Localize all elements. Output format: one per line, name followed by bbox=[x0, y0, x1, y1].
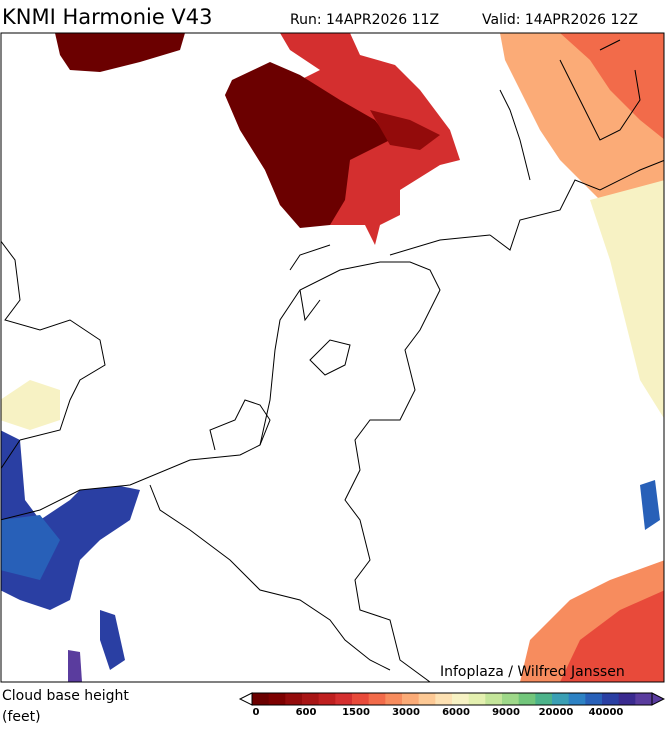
cloud-area bbox=[560, 33, 664, 140]
colorbar-label: 1500 bbox=[342, 707, 370, 718]
colorbar-label: 6000 bbox=[442, 707, 470, 718]
coastline bbox=[289, 234, 491, 322]
colorbar-label: 3000 bbox=[392, 707, 420, 718]
colorbar-swatch bbox=[452, 693, 470, 705]
colorbar-frame bbox=[251, 692, 653, 706]
colorbar-swatch bbox=[585, 693, 603, 705]
colorbar-swatch bbox=[618, 693, 636, 705]
colorbar-swatch bbox=[318, 693, 336, 705]
legend-title: Cloud base height bbox=[2, 688, 129, 704]
cloud-area bbox=[225, 62, 390, 228]
run-time: Run: 14APR2026 11Z bbox=[290, 12, 439, 28]
cloud-area bbox=[1, 380, 60, 430]
colorbar-swatch bbox=[285, 693, 303, 705]
colorbar-swatch bbox=[335, 693, 353, 705]
cloud-area bbox=[68, 650, 82, 682]
colorbar-label: 20000 bbox=[539, 707, 574, 718]
title: KNMI Harmonie V43 bbox=[2, 5, 213, 29]
colorbar-label: 40000 bbox=[589, 707, 624, 718]
coastline bbox=[489, 159, 664, 251]
cloud-area bbox=[560, 590, 664, 682]
coastline bbox=[309, 339, 351, 376]
colorbar-label: 600 bbox=[296, 707, 317, 718]
colorbar-swatch bbox=[402, 693, 420, 705]
colorbar-swatch bbox=[568, 693, 586, 705]
colorbar-swatch bbox=[418, 693, 436, 705]
colorbar-swatch bbox=[435, 693, 453, 705]
map-frame bbox=[0, 32, 665, 683]
colorbar-label: 9000 bbox=[492, 707, 520, 718]
colorbar-swatch bbox=[485, 693, 503, 705]
map: Infoplaza / Wilfred Janssen bbox=[0, 32, 665, 683]
colorbar-swatch bbox=[552, 693, 570, 705]
colorbar-swatch bbox=[385, 693, 403, 705]
cloud-area bbox=[370, 110, 440, 150]
credit: Infoplaza / Wilfred Janssen bbox=[440, 664, 625, 680]
colorbar-swatch bbox=[252, 693, 270, 705]
colorbar-swatch bbox=[268, 693, 286, 705]
cloud-area bbox=[640, 480, 660, 530]
colorbar-swatch bbox=[602, 693, 620, 705]
colorbar-swatch bbox=[352, 693, 370, 705]
colorbar-label: 0 bbox=[253, 707, 260, 718]
border bbox=[149, 484, 391, 671]
coastline bbox=[499, 39, 641, 181]
colorbar-swatch bbox=[535, 693, 553, 705]
colorbar: 0 600 1500 3000 6000 9000 20000 40000 bbox=[238, 692, 665, 718]
coastline bbox=[1, 240, 106, 441]
colorbar-swatch bbox=[468, 693, 486, 705]
cloud-area bbox=[1, 515, 60, 580]
cloud-area bbox=[100, 610, 125, 670]
valid-time: Valid: 14APR2026 12Z bbox=[482, 12, 638, 28]
colorbar-swatch bbox=[518, 693, 536, 705]
colorbar-swatch bbox=[368, 693, 386, 705]
colorbar-swatch bbox=[302, 693, 320, 705]
colorbar-swatch bbox=[635, 693, 653, 705]
colorbar-swatch bbox=[502, 693, 520, 705]
cloud-area bbox=[55, 33, 185, 72]
legend-unit: (feet) bbox=[2, 709, 41, 725]
cloud-area bbox=[590, 180, 664, 419]
